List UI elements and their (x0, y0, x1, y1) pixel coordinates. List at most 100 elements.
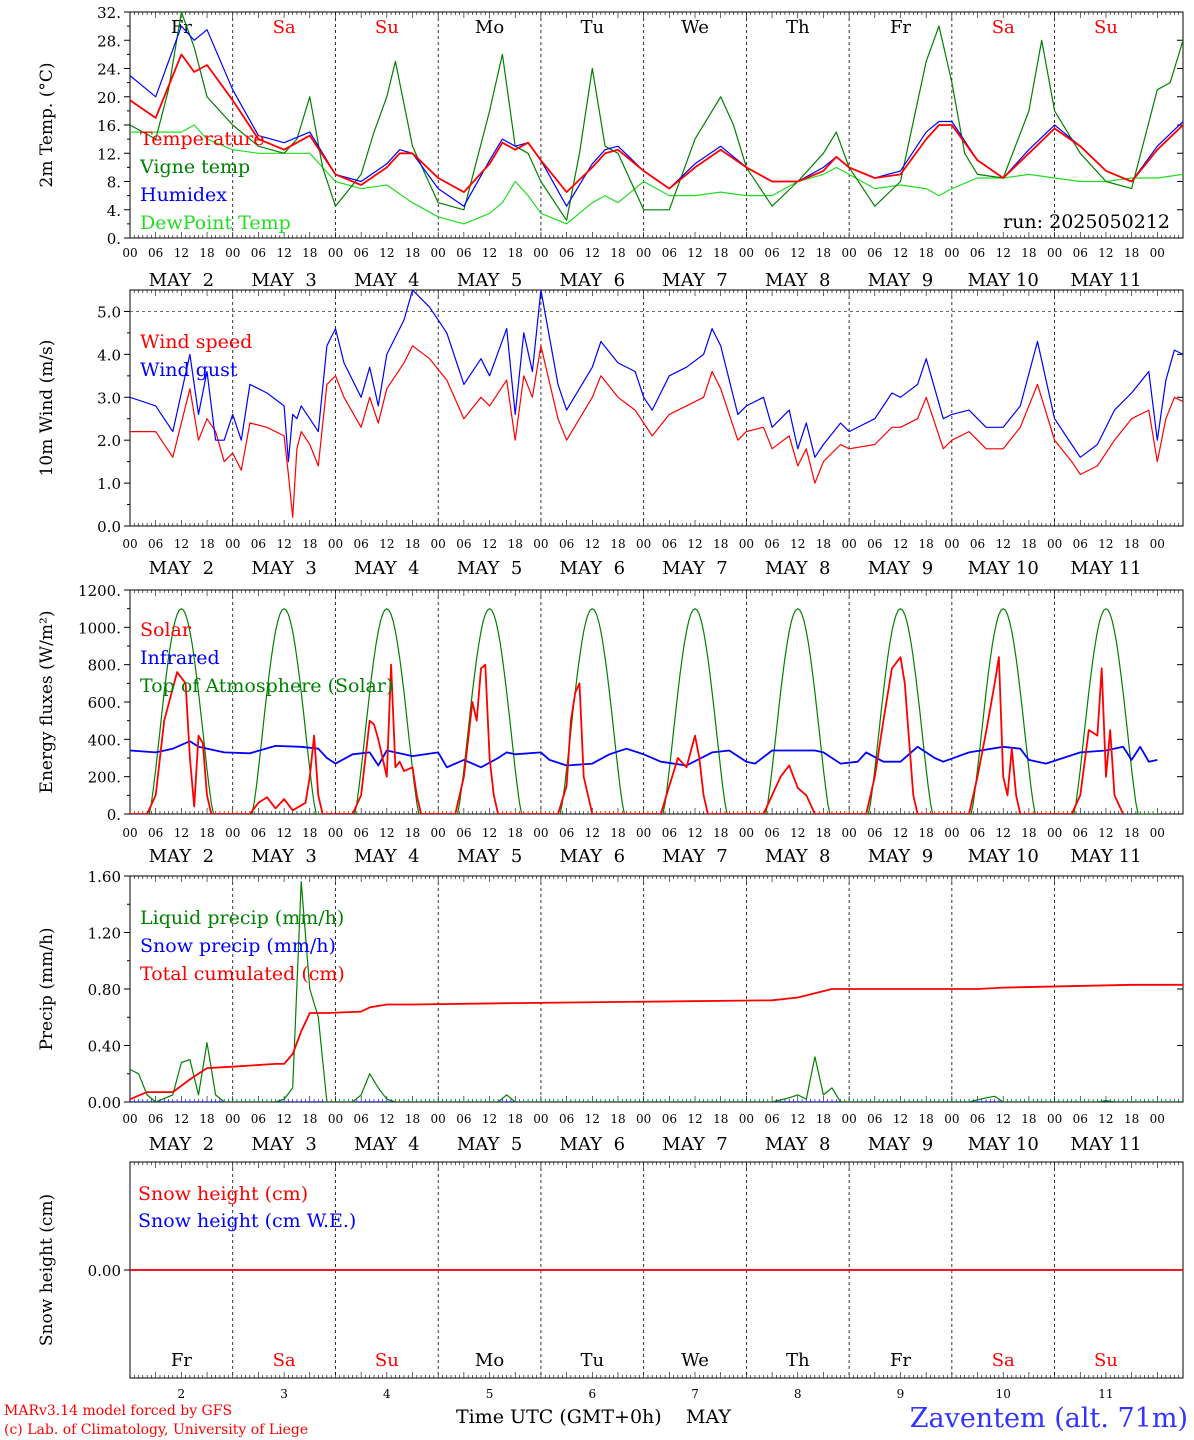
x-hour-label: 00 (841, 246, 856, 260)
series-line-1 (130, 290, 1183, 463)
x-hour-label: 12 (687, 537, 702, 551)
x-hour-label: 18 (713, 1112, 728, 1126)
x-hour-label: 00 (1150, 246, 1165, 260)
x-hour-label: 12 (174, 537, 189, 551)
x-date-label: MAY 3 (251, 846, 316, 867)
x-hour-label: 00 (1047, 1112, 1062, 1126)
x-hour-label: 00 (122, 246, 137, 260)
x-hour-label: 06 (354, 537, 369, 551)
x-date-label: MAY 11 (1070, 1134, 1141, 1155)
weekday-label: Sa (273, 17, 296, 38)
x-hour-label: 18 (1124, 246, 1139, 260)
x-hour-label: 00 (739, 246, 754, 260)
x-hour-label: 00 (841, 537, 856, 551)
x-date-label: MAY 2 (149, 558, 214, 579)
x-hour-label: 06 (251, 246, 266, 260)
x-hour-label: 12 (585, 537, 600, 551)
x-hour-label: 06 (764, 1112, 779, 1126)
y-tick-label: 1000. (78, 619, 121, 637)
x-hour-label: 00 (225, 537, 240, 551)
x-date-label: MAY 4 (354, 1134, 419, 1155)
x-hour-label: 06 (867, 1112, 882, 1126)
x-hour-label: 00 (1047, 826, 1062, 840)
x-date-label: MAY 10 (968, 1134, 1039, 1155)
weekday-label: Sa (992, 17, 1015, 38)
x-hour-label: 00 (122, 537, 137, 551)
x-hour-label: 18 (405, 826, 420, 840)
y-tick-label: 4. (107, 202, 121, 220)
x-hour-label: 06 (559, 246, 574, 260)
weekday-label: Fr (171, 1350, 192, 1371)
y-axis-label: Energy fluxes (W/m²) (37, 611, 57, 794)
x-hour-label: 06 (251, 1112, 266, 1126)
x-date-label: MAY 7 (662, 270, 727, 291)
x-hour-label: 18 (919, 537, 934, 551)
x-date-label: MAY 6 (560, 558, 625, 579)
x-date-label: MAY 8 (765, 1134, 830, 1155)
x-hour-label: 06 (867, 246, 882, 260)
day-number-label: 7 (691, 1387, 699, 1401)
x-hour-label: 00 (328, 826, 343, 840)
x-hour-label: 06 (251, 537, 266, 551)
x-hour-label: 18 (919, 246, 934, 260)
x-hour-label: 18 (508, 826, 523, 840)
y-tick-label: 1.20 (88, 925, 121, 943)
y-tick-label: 8. (107, 174, 121, 192)
weekday-label: Tu (580, 1350, 604, 1371)
footer: MARv3.14 model forced by GFS (c) Lab. of… (4, 1403, 1188, 1438)
legend-entry: Wind speed (140, 331, 252, 353)
weekday-label: Su (1094, 17, 1118, 38)
y-tick-label: 0.00 (88, 1262, 121, 1280)
x-hour-label: 12 (687, 246, 702, 260)
x-date-label: MAY 3 (251, 558, 316, 579)
x-hour-label: 18 (1021, 826, 1036, 840)
x-date-label: MAY 2 (149, 270, 214, 291)
x-hour-label: 00 (328, 1112, 343, 1126)
y-tick-label: 28. (97, 32, 121, 50)
x-hour-label: 12 (379, 1112, 394, 1126)
x-hour-label: 12 (790, 1112, 805, 1126)
y-tick-label: 20. (97, 89, 121, 107)
x-hour-label: 18 (816, 1112, 831, 1126)
legend-entry: Temperature (140, 128, 264, 150)
x-date-label: MAY 8 (765, 270, 830, 291)
x-hour-label: 18 (919, 826, 934, 840)
x-hour-label: 12 (276, 537, 291, 551)
weekday-label: Fr (890, 1350, 911, 1371)
x-hour-label: 06 (662, 826, 677, 840)
x-date-label: MAY 3 (251, 270, 316, 291)
x-hour-label: 00 (944, 537, 959, 551)
x-date-label: MAY 6 (560, 846, 625, 867)
weekday-label: Su (375, 17, 399, 38)
x-hour-label: 00 (225, 826, 240, 840)
x-date-label: MAY 5 (457, 1134, 522, 1155)
x-date-label: MAY 4 (354, 270, 419, 291)
x-hour-label: 00 (328, 537, 343, 551)
legend-entry: Vigne temp (139, 156, 250, 178)
panel-wind: 0.0 1.0 2.0 3.0 4.0 5.0 10m Wind (m/s) 00 06 12 18… (37, 289, 1184, 579)
x-hour-label: 18 (610, 826, 625, 840)
y-tick-label: 0. (107, 806, 121, 824)
series-line-0 (130, 881, 1183, 1102)
x-hour-label: 00 (533, 1112, 548, 1126)
x-hour-label: 18 (610, 1112, 625, 1126)
x-hour-label: 12 (379, 246, 394, 260)
x-hour-label: 12 (482, 826, 497, 840)
x-date-label: MAY 9 (868, 558, 933, 579)
panel-energy: 0. 200. 400. 600. 800. 1000. 1200. Energy fluxe… (37, 582, 1184, 867)
series-line-1 (130, 12, 1183, 221)
x-hour-label: 06 (970, 537, 985, 551)
day-number-label: 8 (794, 1387, 802, 1401)
x-hour-label: 06 (354, 826, 369, 840)
x-hour-label: 00 (944, 1112, 959, 1126)
x-date-label: MAY 7 (662, 558, 727, 579)
x-hour-label: 12 (996, 826, 1011, 840)
x-hour-label: 06 (764, 246, 779, 260)
x-hour-label: 06 (970, 826, 985, 840)
x-hour-label: 18 (713, 246, 728, 260)
day-number-label: 2 (178, 1387, 186, 1401)
y-axis-label: Precip (mm/h) (37, 927, 57, 1050)
x-hour-label: 12 (482, 537, 497, 551)
x-hour-label: 06 (662, 537, 677, 551)
x-hour-label: 06 (251, 826, 266, 840)
